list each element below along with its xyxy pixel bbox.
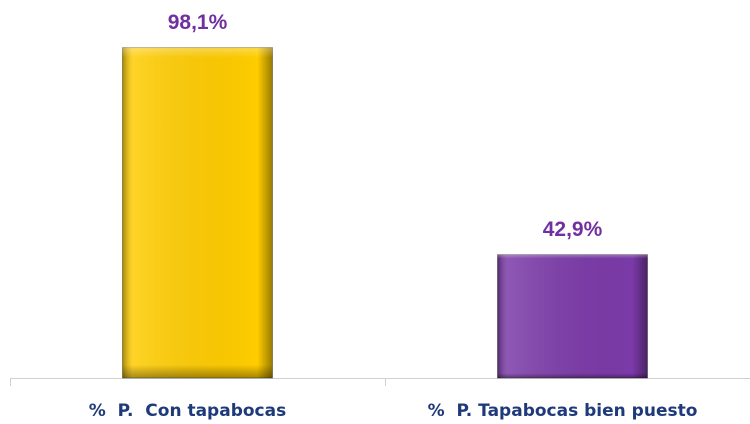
x-tick-label: % P. Tapabocas bien puesto (428, 401, 698, 421)
value-label: 42,9% (543, 218, 603, 241)
bar (122, 47, 273, 379)
bar (497, 254, 648, 379)
value-label: 98,1% (168, 11, 228, 34)
x-tick-label: % P. Con tapabocas (89, 401, 286, 421)
